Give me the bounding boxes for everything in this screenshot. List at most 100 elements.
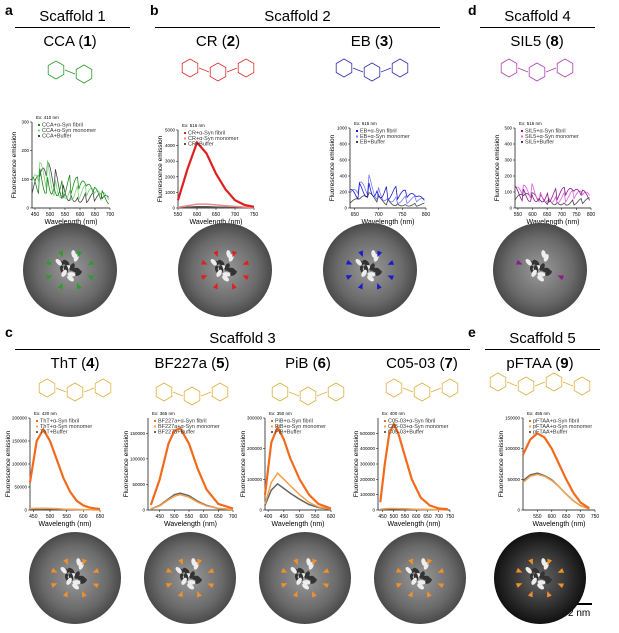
compound-label: BF227a ( <box>154 355 217 372</box>
density-blob <box>367 275 375 282</box>
legend-marker <box>154 425 156 428</box>
legend-marker <box>356 130 358 132</box>
x-tick-label: 650 <box>91 212 100 218</box>
y-tick-label: 1000 <box>165 190 176 195</box>
density-blob <box>417 583 425 590</box>
chart-ThT: 450 500 550 600 650 0 50000 100000 150000 200000 W… <box>5 411 104 528</box>
compound-name: SIL5 (8) <box>477 33 597 50</box>
scale-bar-label: 2 nm <box>568 608 591 619</box>
legend-entry: CR+Buffer <box>188 142 214 148</box>
x-tick-label: 500 <box>390 514 399 520</box>
x-tick-label: 750 <box>572 212 581 218</box>
series-line <box>264 482 332 511</box>
density-blob <box>544 270 552 276</box>
density-blob <box>72 583 80 590</box>
ring <box>335 58 353 78</box>
density-blob <box>181 577 187 585</box>
compound-name: ThT (4) <box>15 355 135 372</box>
binding-site-arrow-icon <box>515 259 523 265</box>
x-tick-label: 600 <box>200 514 209 520</box>
panel-label-b: b <box>150 2 159 18</box>
y-tick-label: 400000 <box>360 446 376 451</box>
y-tick-label: 200 <box>339 190 347 195</box>
binding-site-arrow-icon <box>528 558 533 566</box>
paren: ) <box>568 355 574 372</box>
binding-site-arrow-icon <box>515 567 523 573</box>
y-axis-label: Fluorescence emission <box>123 430 130 497</box>
scaffold-3-title: Scaffold 3 <box>15 330 470 350</box>
density-blob <box>76 558 81 566</box>
density-blob <box>224 263 230 271</box>
bond <box>562 381 574 387</box>
binding-site-arrow-icon <box>165 583 173 588</box>
density-blob <box>67 275 75 282</box>
y-tick-label: 0 <box>26 206 29 211</box>
density-blob <box>304 571 310 579</box>
series-line <box>349 192 425 207</box>
binding-site-arrow-icon <box>197 558 203 566</box>
legend-marker <box>271 425 273 428</box>
legend-entry: ThT+Buffer <box>40 430 68 436</box>
binding-site-arrow-icon <box>557 275 565 281</box>
legend-entry: pFTAA+α-Syn monomer <box>533 424 592 430</box>
binding-site-arrow-icon <box>242 275 250 281</box>
ring <box>183 386 201 406</box>
density-blob <box>537 583 545 590</box>
x-tick-label: 700 <box>558 212 567 218</box>
x-tick-label: 650 <box>423 514 432 520</box>
excitation-label: Ex: 516 nm <box>182 123 205 128</box>
binding-site-arrow-icon <box>547 590 552 598</box>
binding-site-arrow-icon <box>322 583 330 589</box>
binding-site-arrow-icon <box>280 583 288 588</box>
y-axis-label: Fluorescence emission <box>353 430 360 497</box>
y-tick-label: 600 <box>339 158 347 163</box>
x-axis-label: Wavelength (nm) <box>387 521 440 528</box>
binding-site-arrow-icon <box>557 583 565 589</box>
density-blob <box>217 259 225 267</box>
legend-entry: pFTAA+α-Syn fibril <box>533 419 579 425</box>
compound-number: 5 <box>216 355 225 372</box>
ring <box>299 386 317 406</box>
series-line <box>522 472 590 510</box>
excitation-label: Ex: 365 nm <box>152 411 175 416</box>
chart-C05-03: 450 500 550 600 650 700 750 0 100000 200000 300000… <box>353 411 454 528</box>
chemical-structure-icon <box>500 58 574 82</box>
legend-marker <box>184 143 186 145</box>
chart-PiB: 400 450 500 550 600 0 100000 200000 300000 Wavele… <box>240 411 335 528</box>
ring <box>271 382 289 402</box>
chemical-structure-icon <box>38 378 112 402</box>
y-tick-label: 50000 <box>132 482 145 487</box>
scaffold-4-title: Scaffold 4 <box>480 8 595 28</box>
series-line <box>514 185 590 203</box>
binding-site-arrow-icon <box>57 282 63 290</box>
density-blob <box>362 259 370 267</box>
series-line <box>514 183 590 204</box>
x-axis-label: Wavelength (nm) <box>189 219 242 226</box>
legend-entry: EB+α-Syn fibril <box>360 129 397 135</box>
series-line <box>263 424 332 510</box>
legend-marker <box>38 124 40 126</box>
x-axis-label: Wavelength (nm) <box>526 219 579 226</box>
density-blob <box>424 578 432 584</box>
bond <box>200 391 212 397</box>
density-blob <box>532 259 540 267</box>
binding-site-arrow-icon <box>87 260 95 265</box>
binding-site-arrow-icon <box>395 567 403 573</box>
y-tick-label: 0 <box>24 508 27 513</box>
x-tick-label: 700 <box>229 514 238 520</box>
binding-site-arrow-icon <box>557 568 565 573</box>
fibril-density <box>55 250 82 282</box>
legend-entry: C05-03+α-Syn fibril <box>388 419 435 425</box>
density-blob <box>374 270 382 276</box>
density-blob <box>539 571 545 579</box>
density-blob <box>411 577 417 585</box>
excitation-label: Ex: 350 nm <box>269 411 292 416</box>
x-axis-label: Wavelength (nm) <box>271 521 324 528</box>
x-axis-label: Wavelength (nm) <box>44 219 97 226</box>
x-tick-label: 650 <box>562 514 571 520</box>
paren: ) <box>91 33 97 50</box>
panel-label-a: a <box>5 2 13 18</box>
ring <box>155 382 173 402</box>
y-tick-label: 500000 <box>360 431 376 436</box>
legend-marker <box>529 420 531 422</box>
